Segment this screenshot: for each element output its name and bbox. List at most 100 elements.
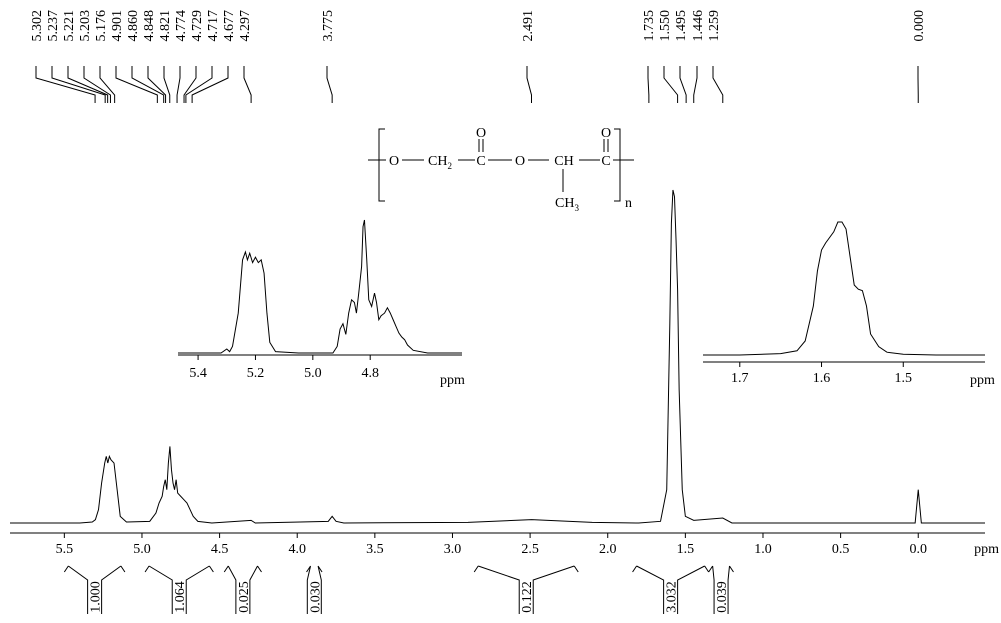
integral-bracket [306,565,323,614]
integral-label: 0.030 [308,581,323,613]
x-tick-label: 1.5 [677,542,695,557]
peak-label: 4.774 [174,10,189,42]
repeat-index: n [625,196,632,211]
atom: CH3 [555,196,579,213]
x-axis-label: ppm [440,373,465,388]
peak-connector [185,66,213,103]
peak-label: 5.176 [94,10,109,42]
peak-connector [163,66,171,103]
peak-label: 2.491 [521,10,536,42]
peak-label: 4.860 [126,10,141,42]
spectrum-line [178,219,462,354]
peak-label: 1.259 [707,10,722,42]
peak-label: 5.302 [30,10,45,42]
peak-connector [183,66,197,103]
integral-bracket [63,565,126,614]
peak-label: 4.901 [110,10,125,42]
peak-connector [712,66,724,103]
x-tick-label: 2.0 [599,542,617,557]
x-tick-label: 3.0 [444,542,462,557]
peak-label: 1.550 [658,10,673,42]
peak-label: 5.203 [78,10,93,42]
integral-label: 1.000 [89,581,104,613]
x-axis-label: ppm [974,542,999,557]
x-tick-label: 0.5 [832,542,850,557]
peak-connector [243,66,252,103]
peak-connector [83,66,111,103]
x-tick-label: 5.4 [189,366,207,381]
peak-connector [147,66,167,103]
x-tick-label: 1.0 [754,542,772,557]
integral-label: 0.025 [237,581,252,613]
peak-label: 1.735 [642,10,657,42]
integral-bracket [144,565,214,614]
spectrum-line [10,189,985,524]
atom: CH [554,154,573,169]
peak-connector [663,66,679,103]
peak-label: 0.000 [912,10,927,42]
atom: C [476,154,485,169]
peak-label: 4.297 [238,10,253,42]
peak-connector [176,66,181,103]
peak-label: 1.446 [691,10,706,42]
x-tick-label: 5.0 [133,542,151,557]
peak-connector [526,66,533,103]
peak-connector [326,66,333,103]
integral-label: 3.032 [665,581,680,613]
peak-label: 4.821 [158,10,173,42]
integral-bracket [223,565,262,614]
x-tick-label: 3.5 [366,542,384,557]
peak-connector [679,66,687,103]
bracket [378,128,385,202]
peak-connector [35,66,96,103]
peak-connector [115,66,158,103]
peak-label: 4.729 [190,10,205,42]
peak-connector [51,66,106,103]
peak-label: 3.775 [321,10,336,42]
x-tick-label: 5.2 [247,366,265,381]
x-tick-label: 0.0 [909,542,927,557]
x-tick-label: 4.0 [288,542,306,557]
x-axis-label: ppm [970,373,995,388]
atom: O [515,154,525,169]
peak-connector [191,66,229,103]
x-tick-label: 1.5 [895,371,913,386]
peak-connector [647,66,650,103]
peak-connector [67,66,109,103]
atom: C [601,154,610,169]
integral-bracket [708,565,734,614]
peak-connector [99,66,116,103]
x-tick-label: 1.7 [731,371,749,386]
bracket [614,128,621,202]
x-tick-label: 1.6 [813,371,831,386]
atom: O [389,154,399,169]
integral-bracket [632,565,710,614]
integral-label: 0.122 [520,581,535,613]
peak-label: 5.221 [62,10,77,42]
integral-bracket [473,565,579,614]
peak-label: 5.237 [46,10,61,42]
x-tick-label: 5.0 [304,366,322,381]
peak-connector [131,66,165,103]
chemical-structure: O CH2 C O O CH C O CH3 n [368,126,634,213]
peak-label: 1.495 [674,10,689,42]
x-tick-label: 2.5 [521,542,539,557]
peak-connector [693,66,698,103]
integral-label: 1.064 [173,581,188,613]
atom: CH2 [428,154,452,171]
spectrum-line [703,221,985,356]
atom-subscript: 2 [447,161,452,171]
x-tick-label: 4.5 [211,542,229,557]
peak-label: 4.677 [222,10,237,42]
x-tick-label: 5.5 [56,542,74,557]
peak-label: 4.717 [206,10,221,42]
peak-label: 4.848 [142,10,157,42]
atom: O [601,126,611,141]
atom-subscript: 3 [574,203,579,213]
atom: CH [428,154,447,169]
integral-label: 0.039 [715,581,730,613]
atom: O [476,126,486,141]
atom: CH [555,196,574,211]
